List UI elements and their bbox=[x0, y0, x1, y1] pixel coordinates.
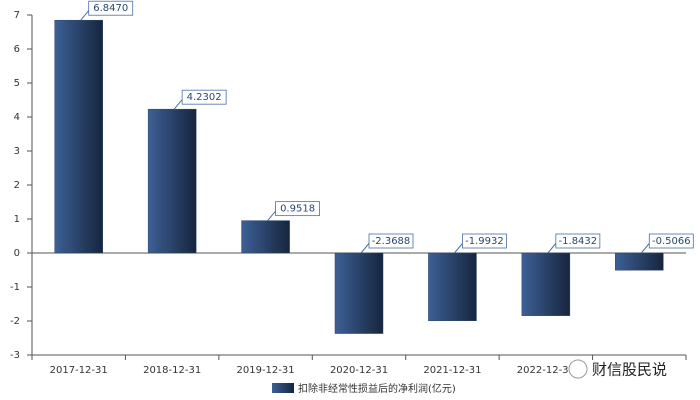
value-label: -1.8432 bbox=[559, 236, 598, 247]
x-tick-label: 2021-12-31 bbox=[423, 365, 481, 376]
label-box bbox=[555, 233, 601, 249]
value-label: 0.9518 bbox=[280, 204, 315, 215]
y-tick-label: -3 bbox=[10, 350, 20, 361]
value-label: -2.3688 bbox=[372, 236, 411, 247]
x-tick-label: 2022-12-31 bbox=[517, 365, 575, 376]
legend-swatch bbox=[272, 383, 294, 393]
bar bbox=[615, 252, 664, 271]
label-box bbox=[88, 0, 134, 16]
watermark-icon bbox=[568, 359, 588, 379]
value-label: 6.8470 bbox=[93, 3, 128, 14]
value-label: -0.5066 bbox=[652, 236, 691, 247]
label-box bbox=[462, 233, 507, 249]
value-label: -1.9932 bbox=[465, 236, 504, 247]
y-tick-label: 5 bbox=[14, 78, 20, 89]
x-tick-label: 2018-12-31 bbox=[143, 365, 201, 376]
y-tick-label: -2 bbox=[10, 316, 20, 327]
bar bbox=[54, 19, 103, 254]
x-tick-label: 2019-12-31 bbox=[237, 365, 295, 376]
y-tick-label: 2 bbox=[14, 180, 20, 191]
label-box bbox=[181, 89, 227, 105]
y-tick-label: 0 bbox=[14, 248, 20, 259]
y-tick-label: 6 bbox=[14, 44, 20, 55]
y-tick-label: 4 bbox=[14, 112, 20, 123]
bar bbox=[147, 108, 197, 254]
y-tick-label: 7 bbox=[14, 10, 20, 21]
x-tick-label: 2020-12-31 bbox=[330, 365, 388, 376]
x-tick-label: 2017-12-31 bbox=[50, 365, 108, 376]
label-box bbox=[648, 233, 694, 249]
value-label: 4.2302 bbox=[187, 92, 222, 103]
y-tick-label: -1 bbox=[10, 282, 20, 293]
bar bbox=[334, 252, 384, 334]
label-box bbox=[368, 233, 414, 249]
label-box bbox=[275, 201, 320, 217]
bar bbox=[428, 252, 477, 322]
bar bbox=[241, 220, 290, 254]
y-tick-label: 1 bbox=[14, 214, 20, 225]
legend-label: 扣除非经常性损益后的净利润(亿元) bbox=[298, 382, 456, 395]
watermark: 财信股民说 bbox=[592, 361, 667, 379]
bar bbox=[521, 252, 571, 316]
y-tick-label: 3 bbox=[14, 146, 20, 157]
